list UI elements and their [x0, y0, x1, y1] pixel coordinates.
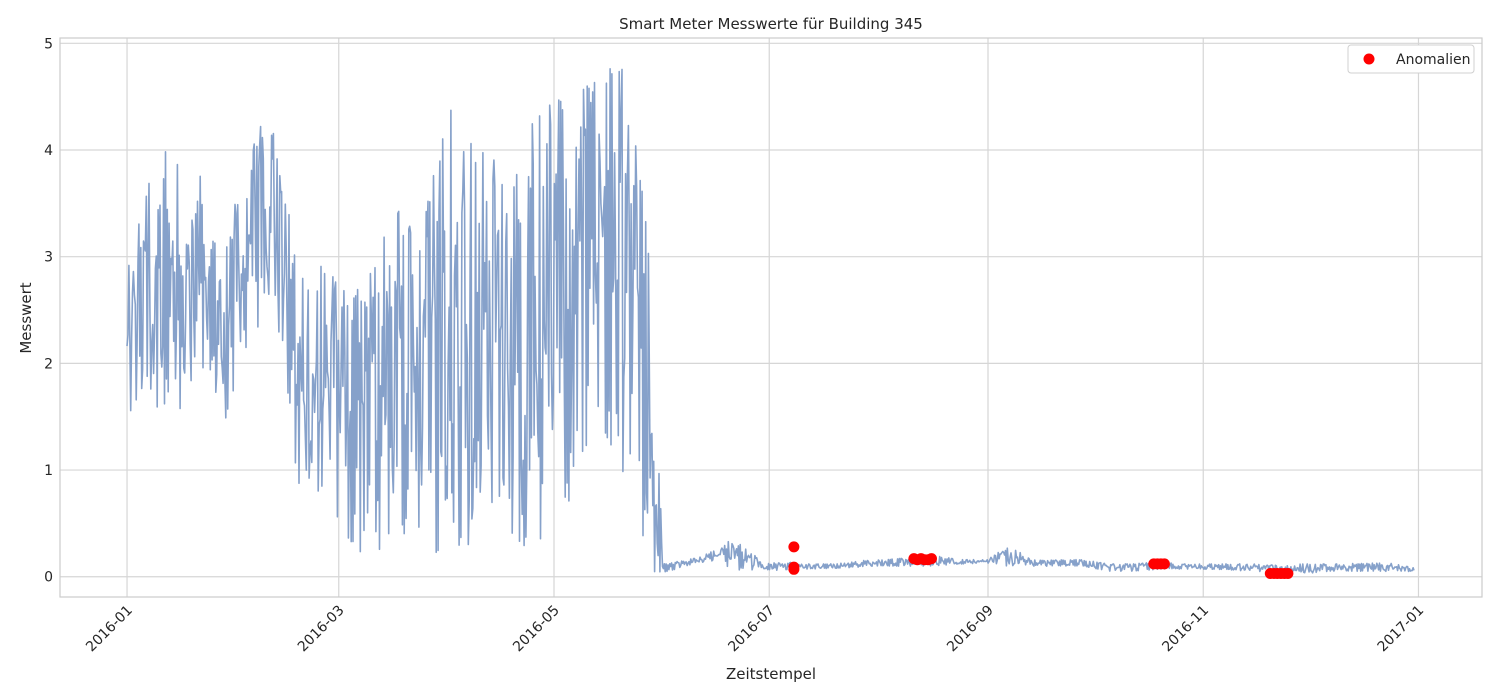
- anomaly-point: [1282, 568, 1294, 579]
- y-ticks: 0 1 2 3 4 5: [44, 36, 53, 585]
- legend-label: Anomalien: [1396, 52, 1471, 68]
- x-ticks: 2016-01 2016-03 2016-05 2016-07 2016-09 2016-…: [83, 603, 1427, 656]
- legend: Anomalien: [1347, 44, 1475, 74]
- anomaly-points: [788, 541, 1294, 579]
- x-axis-label: Zeitstempel: [726, 665, 816, 683]
- series-line: [126, 68, 1415, 575]
- legend-box: [1347, 44, 1475, 74]
- y-tick-label: 3: [44, 250, 53, 266]
- x-tick-label: 2016-03: [295, 603, 348, 656]
- anomaly-point: [788, 563, 800, 575]
- anomaly-point: [788, 541, 800, 553]
- chart-title: Smart Meter Messwerte für Building 345: [619, 15, 923, 33]
- x-tick-label: 2016-01: [83, 603, 136, 656]
- x-tick-label: 2016-07: [725, 603, 778, 656]
- x-tick-label: 2016-09: [944, 603, 997, 656]
- anomaly-point: [1158, 558, 1170, 570]
- y-tick-label: 1: [44, 463, 53, 479]
- series-area: [126, 68, 1415, 575]
- plot-background: [60, 38, 1482, 597]
- grid: [60, 38, 1482, 597]
- legend-marker: [1363, 53, 1375, 65]
- y-tick-label: 4: [44, 143, 53, 159]
- y-axis-label: Messwert: [17, 282, 35, 353]
- y-tick-label: 5: [44, 36, 53, 52]
- x-tick-label: 2016-05: [510, 603, 563, 656]
- x-tick-label: 2016-11: [1159, 603, 1212, 656]
- plot-frame: [59, 37, 1483, 598]
- anomaly-point: [926, 553, 937, 565]
- y-tick-label: 2: [44, 356, 53, 372]
- y-tick-label: 0: [44, 570, 53, 586]
- x-tick-label: 2017-01: [1375, 603, 1428, 656]
